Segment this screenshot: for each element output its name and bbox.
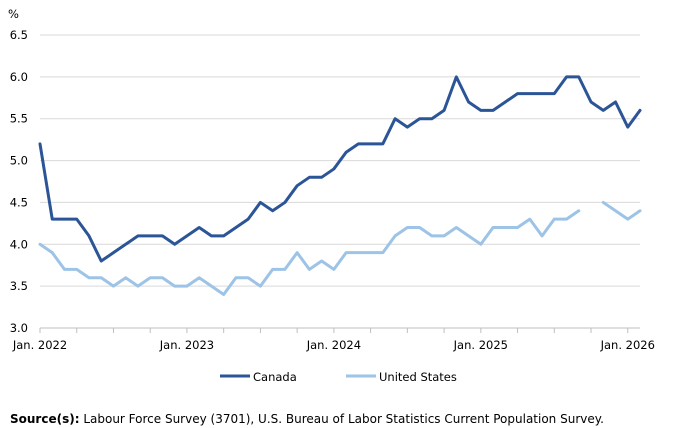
x-tick-label: Jan. 2026 <box>600 338 655 352</box>
legend: Canada United States <box>220 370 457 384</box>
x-tick-label: Jan. 2022 <box>12 338 67 352</box>
y-tick-label: 6.0 <box>10 70 28 84</box>
y-tick-label: 3.5 <box>10 279 28 293</box>
y-axis: 3.0 3.5 4.0 4.5 5.0 5.5 6.0 6.5 <box>10 28 28 335</box>
source-label: Source(s): <box>10 412 80 426</box>
y-tick-label: 5.0 <box>10 154 28 168</box>
legend-label-canada: Canada <box>253 370 297 384</box>
legend-label-united-states: United States <box>379 370 457 384</box>
x-tick-label: Jan. 2023 <box>159 338 214 352</box>
y-axis-unit-label: % <box>8 7 19 21</box>
series-line-canada <box>38 75 642 263</box>
line-chart: 3.03.54.04.55.05.56.06.5 Jan. 2022 Jan. 2… <box>8 7 655 384</box>
source-note: Source(s): Labour Force Survey (3701), U… <box>10 412 604 426</box>
x-tick-label: Jan. 2024 <box>306 338 361 352</box>
y-tick-label: 5.5 <box>10 112 28 126</box>
y-tick-label: 4.5 <box>10 195 28 209</box>
x-tick-label: Jan. 2025 <box>453 338 508 352</box>
y-tick-label: 6.5 <box>10 28 28 42</box>
y-tick-label: 4.0 <box>10 237 28 251</box>
source-text: Labour Force Survey (3701), U.S. Bureau … <box>79 412 604 426</box>
gridlines <box>40 34 640 287</box>
x-axis: Jan. 2022 Jan. 2023 Jan. 2024 Jan. 2025 Jan.… <box>12 327 655 352</box>
series-lines <box>38 75 642 297</box>
series-line-united-states <box>38 200 642 297</box>
y-tick-label: 3.0 <box>10 321 28 335</box>
